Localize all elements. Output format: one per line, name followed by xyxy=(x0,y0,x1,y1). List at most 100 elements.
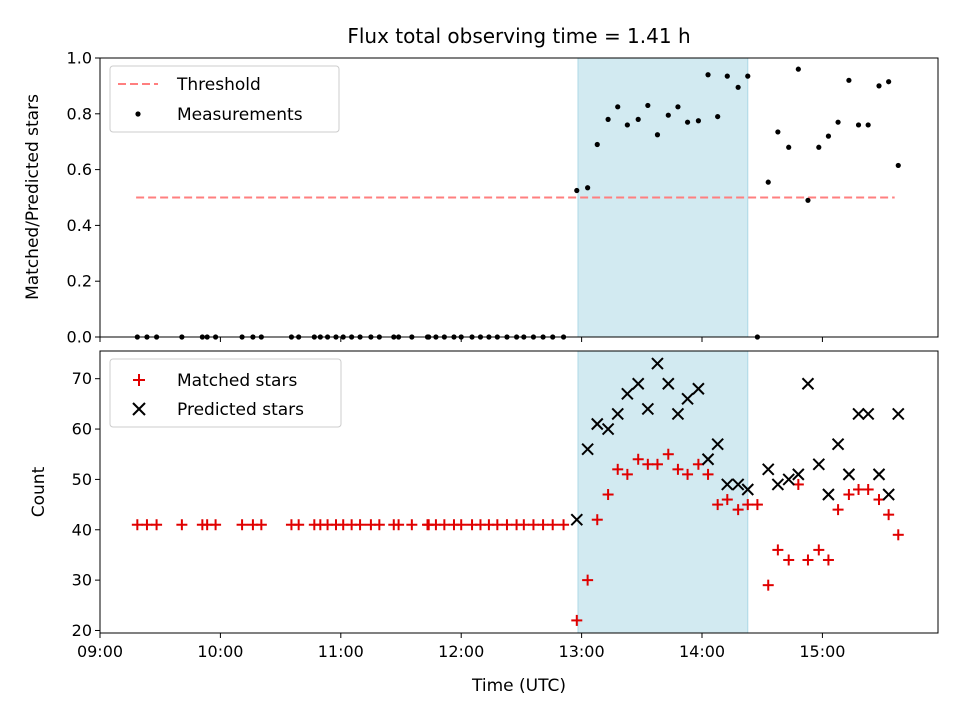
matched-stars-point xyxy=(236,519,248,531)
measurement-point xyxy=(735,84,741,90)
predicted-stars-point xyxy=(782,473,795,486)
predicted-stars-point xyxy=(701,453,715,466)
y-tick-label: 0.6 xyxy=(67,160,92,179)
measurement-point xyxy=(886,79,892,85)
matched-stars-point xyxy=(672,463,684,475)
matched-stars-point xyxy=(712,499,724,511)
x-tick-label: 13:00 xyxy=(559,642,605,661)
matched-stars-point xyxy=(131,519,143,531)
y-tick-label: 30 xyxy=(72,571,92,590)
legend-predicted-swatch xyxy=(132,402,146,416)
predicted-stars-point xyxy=(681,392,694,406)
matched-stars-point xyxy=(892,529,904,541)
y-tick-label: 50 xyxy=(72,470,92,489)
x-tick-label: 14:00 xyxy=(679,642,725,661)
legend-measurements-label: Measurements xyxy=(177,105,303,125)
matched-stars-point xyxy=(455,519,467,531)
matched-stars-point xyxy=(537,519,549,531)
matched-stars-point xyxy=(591,514,603,526)
measurement-point xyxy=(705,72,711,78)
predicted-stars-point xyxy=(611,407,624,421)
legend-measurements-swatch xyxy=(135,111,141,117)
matched-stars-point xyxy=(210,519,222,531)
predicted-stars-point xyxy=(892,407,905,421)
x-tick-label: 12:00 xyxy=(438,642,484,661)
measurement-point xyxy=(715,113,721,120)
matched-stars-point xyxy=(176,519,188,531)
matched-stars-point xyxy=(527,519,539,531)
matched-stars-point xyxy=(491,519,503,531)
measurement-point xyxy=(805,197,811,203)
y-tick-label: 0.4 xyxy=(67,216,92,235)
predicted-stars-point xyxy=(692,382,705,395)
legend-bottom-box xyxy=(109,358,342,428)
predicted-stars-point xyxy=(882,488,895,501)
legend-matched-swatch xyxy=(133,374,145,386)
measurement-point xyxy=(695,118,701,124)
predicted-stars-point xyxy=(741,483,754,496)
measurement-point xyxy=(574,187,580,194)
predicted-stars-point xyxy=(861,407,875,421)
predicted-stars-point xyxy=(581,442,594,456)
matched-stars-point xyxy=(792,478,804,490)
matched-stars-point xyxy=(772,544,784,556)
predicted-stars-point xyxy=(621,387,634,401)
predicted-stars-point xyxy=(842,468,856,481)
x-tick-label: 15:00 xyxy=(799,642,845,661)
legend-bottom: Matched stars Predicted stars xyxy=(109,358,342,428)
matched-stars-point xyxy=(843,489,855,501)
measurement-point xyxy=(825,133,832,139)
predicted-stars-point xyxy=(822,488,835,501)
predicted-stars-point xyxy=(570,513,584,526)
measurement-point xyxy=(605,116,611,122)
predicted-stars-point xyxy=(872,468,886,481)
y-tick-label: 0.0 xyxy=(67,328,92,347)
x-axis-title: Time (UTC) xyxy=(471,676,566,696)
panel-ratio: 0.0 0.2 0.4 0.6 0.8 1.0 Matched/Predicted sta… xyxy=(23,49,939,347)
predicted-stars-point xyxy=(662,377,675,390)
matched-stars-point xyxy=(518,519,530,531)
measurement-point xyxy=(594,141,600,148)
measurement-point xyxy=(745,73,751,79)
measurement-point xyxy=(876,83,882,89)
matched-stars-point xyxy=(832,504,844,516)
matched-stars-point xyxy=(571,614,583,626)
matched-stars-point xyxy=(602,489,614,501)
matched-stars-point xyxy=(862,483,874,495)
measurement-point xyxy=(835,119,841,125)
predicted-stars-point xyxy=(591,417,604,431)
matched-stars-point xyxy=(742,499,754,511)
predicted-stars-point xyxy=(601,422,615,436)
matched-stars-point xyxy=(682,468,694,480)
x-tick-label: 11:00 xyxy=(318,642,364,661)
measurement-point xyxy=(724,73,730,79)
measurement-point xyxy=(675,104,681,110)
matched-stars-point xyxy=(642,458,654,470)
y-tick-label: 0.2 xyxy=(67,272,92,291)
matched-stars-point xyxy=(406,519,418,531)
panel-count: 20 30 40 50 60 70 09:00 10:00 11:00 12:00 13:00 14… xyxy=(29,350,939,696)
matched-stars-point xyxy=(293,519,305,531)
matched-stars-point xyxy=(692,458,704,470)
matched-stars-point xyxy=(873,494,885,506)
predicted-stars-point xyxy=(641,402,655,416)
x-tick-label: 09:00 xyxy=(77,642,123,661)
predicted-stars-point xyxy=(852,407,865,421)
matched-stars-point xyxy=(612,463,624,475)
matched-stars-point xyxy=(802,554,814,566)
matched-stars-point xyxy=(373,519,385,531)
predicted-stars-point xyxy=(721,478,734,491)
legend-matched-label: Matched stars xyxy=(177,371,297,391)
measurement-point xyxy=(855,122,862,128)
measurement-point xyxy=(795,66,801,72)
measurement-point xyxy=(684,119,691,125)
predicted-stars-point xyxy=(731,478,745,491)
measurement-point xyxy=(635,116,641,122)
matched-stars-point xyxy=(762,579,774,591)
y-tick-label: 0.8 xyxy=(67,104,92,123)
measurement-point xyxy=(765,179,771,185)
observing-span xyxy=(577,57,749,338)
matched-stars-point xyxy=(438,519,450,531)
matched-stars-point xyxy=(783,554,795,566)
x-tick-label: 10:00 xyxy=(197,642,243,661)
